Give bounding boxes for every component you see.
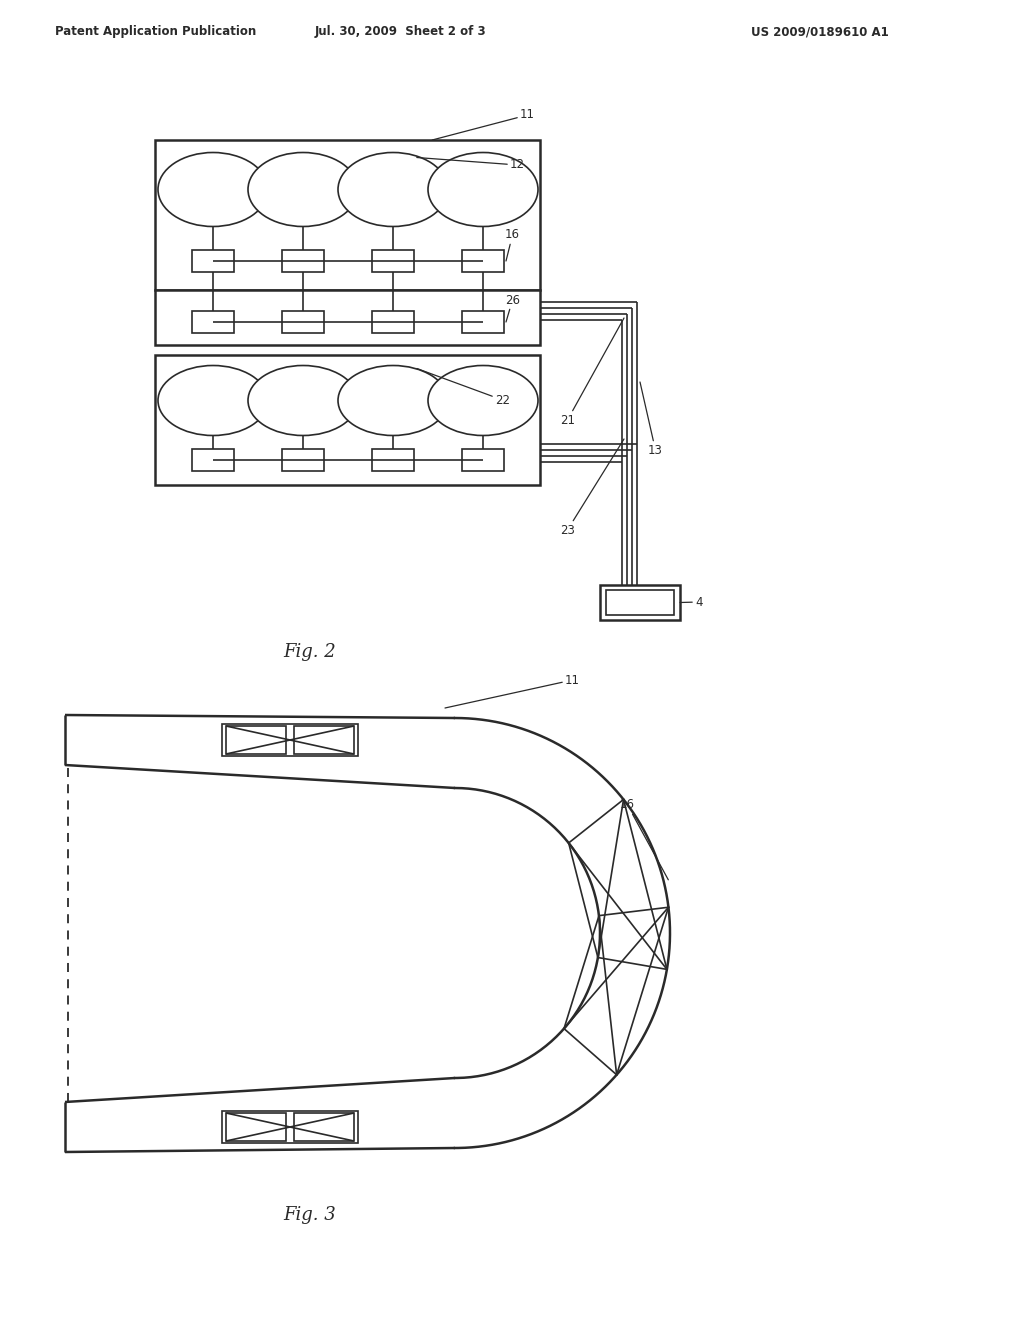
Ellipse shape xyxy=(158,366,268,436)
Ellipse shape xyxy=(158,153,268,227)
Text: Fig. 3: Fig. 3 xyxy=(284,1206,336,1224)
Bar xyxy=(372,312,414,333)
Bar xyxy=(600,585,680,620)
Text: 11: 11 xyxy=(432,108,535,140)
Text: 21: 21 xyxy=(560,318,624,426)
Ellipse shape xyxy=(338,153,449,227)
Bar xyxy=(155,290,540,345)
Text: Jul. 30, 2009  Sheet 2 of 3: Jul. 30, 2009 Sheet 2 of 3 xyxy=(314,25,485,38)
Ellipse shape xyxy=(428,366,538,436)
Text: 22: 22 xyxy=(417,368,510,407)
Text: 16: 16 xyxy=(505,228,520,261)
Bar xyxy=(606,590,674,615)
Text: 11: 11 xyxy=(445,673,580,708)
Bar xyxy=(222,723,358,756)
Ellipse shape xyxy=(338,366,449,436)
Bar xyxy=(226,1113,286,1140)
Text: Fig. 2: Fig. 2 xyxy=(284,643,336,661)
Bar xyxy=(294,1113,354,1140)
Bar xyxy=(193,249,234,272)
Bar xyxy=(155,355,540,484)
Bar xyxy=(282,449,324,471)
Bar xyxy=(462,449,504,471)
Bar xyxy=(226,726,286,754)
Bar xyxy=(193,312,234,333)
Text: 4: 4 xyxy=(680,595,702,609)
Text: 13: 13 xyxy=(640,381,663,457)
Bar xyxy=(193,449,234,471)
Ellipse shape xyxy=(248,153,358,227)
Bar xyxy=(282,312,324,333)
Text: 16: 16 xyxy=(620,799,669,880)
Bar xyxy=(282,249,324,272)
Bar xyxy=(462,312,504,333)
Ellipse shape xyxy=(248,366,358,436)
Text: 26: 26 xyxy=(505,293,520,322)
Text: 23: 23 xyxy=(560,440,624,536)
Bar xyxy=(372,249,414,272)
Ellipse shape xyxy=(428,153,538,227)
Bar xyxy=(294,726,354,754)
Bar xyxy=(462,249,504,272)
Bar xyxy=(222,1111,358,1143)
Bar xyxy=(372,449,414,471)
Text: 12: 12 xyxy=(417,157,525,172)
Text: US 2009/0189610 A1: US 2009/0189610 A1 xyxy=(752,25,889,38)
Bar xyxy=(155,140,540,290)
Text: Patent Application Publication: Patent Application Publication xyxy=(55,25,256,38)
